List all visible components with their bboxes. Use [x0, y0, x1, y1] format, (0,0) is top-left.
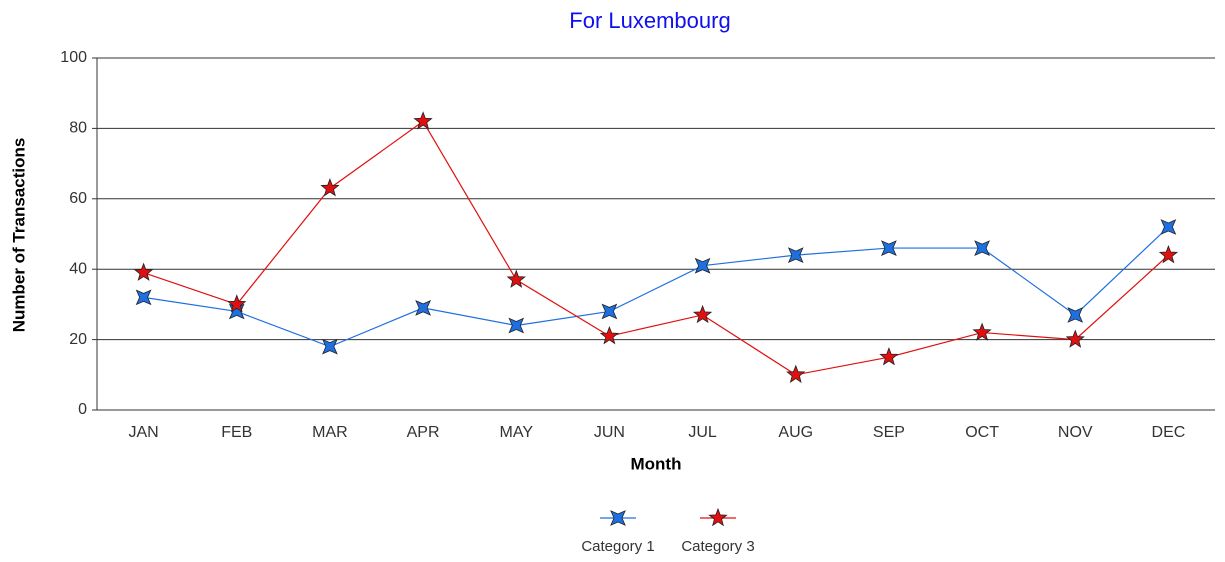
point [506, 269, 526, 288]
x-tick-label: MAR [312, 424, 348, 441]
point [508, 317, 525, 334]
x-tick-label: JUN [594, 424, 625, 441]
chart-title: For Luxembourg [569, 8, 730, 33]
point [786, 364, 806, 384]
point [1158, 244, 1179, 264]
point [320, 178, 340, 197]
x-tick-label: OCT [965, 424, 999, 441]
x-tick-label: NOV [1058, 424, 1093, 441]
legend-label: Category 3 [681, 538, 754, 555]
y-tick-label: 80 [69, 120, 87, 137]
point [694, 257, 711, 274]
point [599, 325, 620, 345]
x-tick-label: APR [407, 424, 440, 441]
point [787, 247, 804, 263]
point [972, 322, 992, 341]
y-axis-title: Number of Transactions [9, 138, 28, 333]
point [133, 262, 154, 281]
legend-marker [610, 510, 626, 526]
point [413, 111, 433, 130]
point [879, 347, 899, 366]
y-tick-label: 60 [69, 190, 87, 207]
series-line [143, 120, 1169, 376]
point [227, 294, 247, 313]
point [135, 289, 152, 306]
legend-label: Category 1 [581, 538, 654, 555]
point [1065, 329, 1085, 348]
x-tick-label: JAN [128, 424, 158, 441]
legend-marker [708, 507, 728, 527]
x-tick-label: AUG [778, 424, 813, 441]
x-tick-label: DEC [1152, 424, 1186, 441]
x-tick-label: MAY [500, 424, 534, 441]
point [415, 300, 431, 316]
point [974, 240, 990, 256]
x-axis-title: Month [631, 454, 682, 473]
y-tick-label: 20 [69, 331, 87, 348]
point [322, 338, 338, 355]
point [1067, 307, 1084, 323]
point [1160, 219, 1177, 235]
y-tick-label: 100 [60, 49, 87, 66]
x-tick-label: JUL [688, 424, 717, 441]
y-tick-label: 0 [78, 401, 87, 418]
point [881, 240, 897, 256]
series-line [143, 226, 1169, 348]
x-tick-label: SEP [873, 424, 905, 441]
y-tick-label: 40 [69, 260, 87, 277]
point [601, 303, 618, 320]
point [692, 304, 713, 324]
x-tick-label: FEB [221, 424, 252, 441]
